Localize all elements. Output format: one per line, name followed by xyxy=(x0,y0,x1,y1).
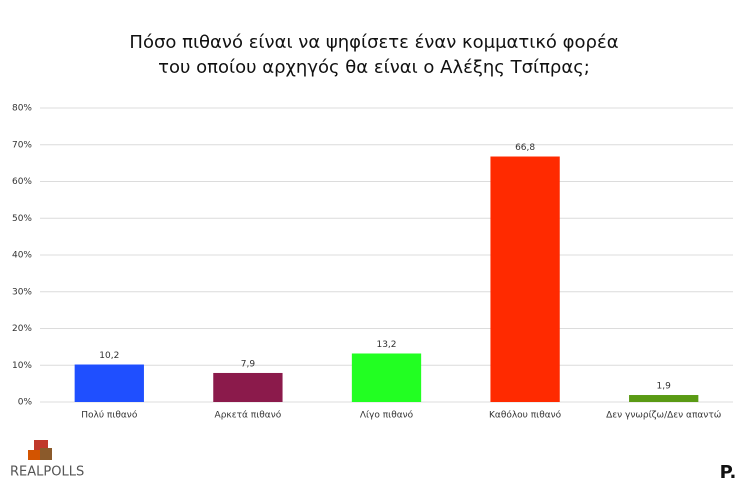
chart-title: του οποίου αρχηγός θα είναι ο Αλέξης Τσί… xyxy=(158,57,590,78)
x-tick-label: Καθόλου πιθανό xyxy=(489,410,562,421)
logo-text: REALPOLLS xyxy=(10,465,84,480)
y-tick-label: 50% xyxy=(12,214,32,224)
value-label: 10,2 xyxy=(99,351,119,361)
publisher-logo: P. xyxy=(720,462,737,483)
y-tick-label: 60% xyxy=(12,177,32,187)
y-tick-label: 30% xyxy=(12,287,32,297)
y-tick-label: 80% xyxy=(12,104,32,114)
value-label: 7,9 xyxy=(241,359,256,369)
bar xyxy=(490,156,560,402)
source-logo: REALPOLLS xyxy=(10,440,84,480)
x-tick-label: Αρκετά πιθανό xyxy=(215,410,282,421)
y-tick-label: 10% xyxy=(12,361,32,371)
value-label: 13,2 xyxy=(376,340,396,350)
logo-block xyxy=(40,448,52,460)
bar xyxy=(351,353,422,402)
value-label: 66,8 xyxy=(515,143,535,153)
y-tick-label: 70% xyxy=(12,140,32,150)
y-tick-label: 40% xyxy=(12,251,32,261)
y-tick-label: 0% xyxy=(18,398,33,408)
bar xyxy=(74,364,144,402)
bar xyxy=(629,395,699,402)
value-label: 1,9 xyxy=(657,382,672,392)
y-tick-label: 20% xyxy=(12,324,32,334)
x-tick-label: Δεν γνωρίζω/Δεν απαντώ xyxy=(606,410,721,421)
logo-block xyxy=(28,450,40,460)
x-tick-label: Λίγο πιθανό xyxy=(360,410,414,421)
bar xyxy=(213,372,283,402)
x-tick-label: Πολύ πιθανό xyxy=(81,410,138,421)
chart-title: Πόσο πιθανό είναι να ψηφίσετε έναν κομμα… xyxy=(129,32,618,53)
